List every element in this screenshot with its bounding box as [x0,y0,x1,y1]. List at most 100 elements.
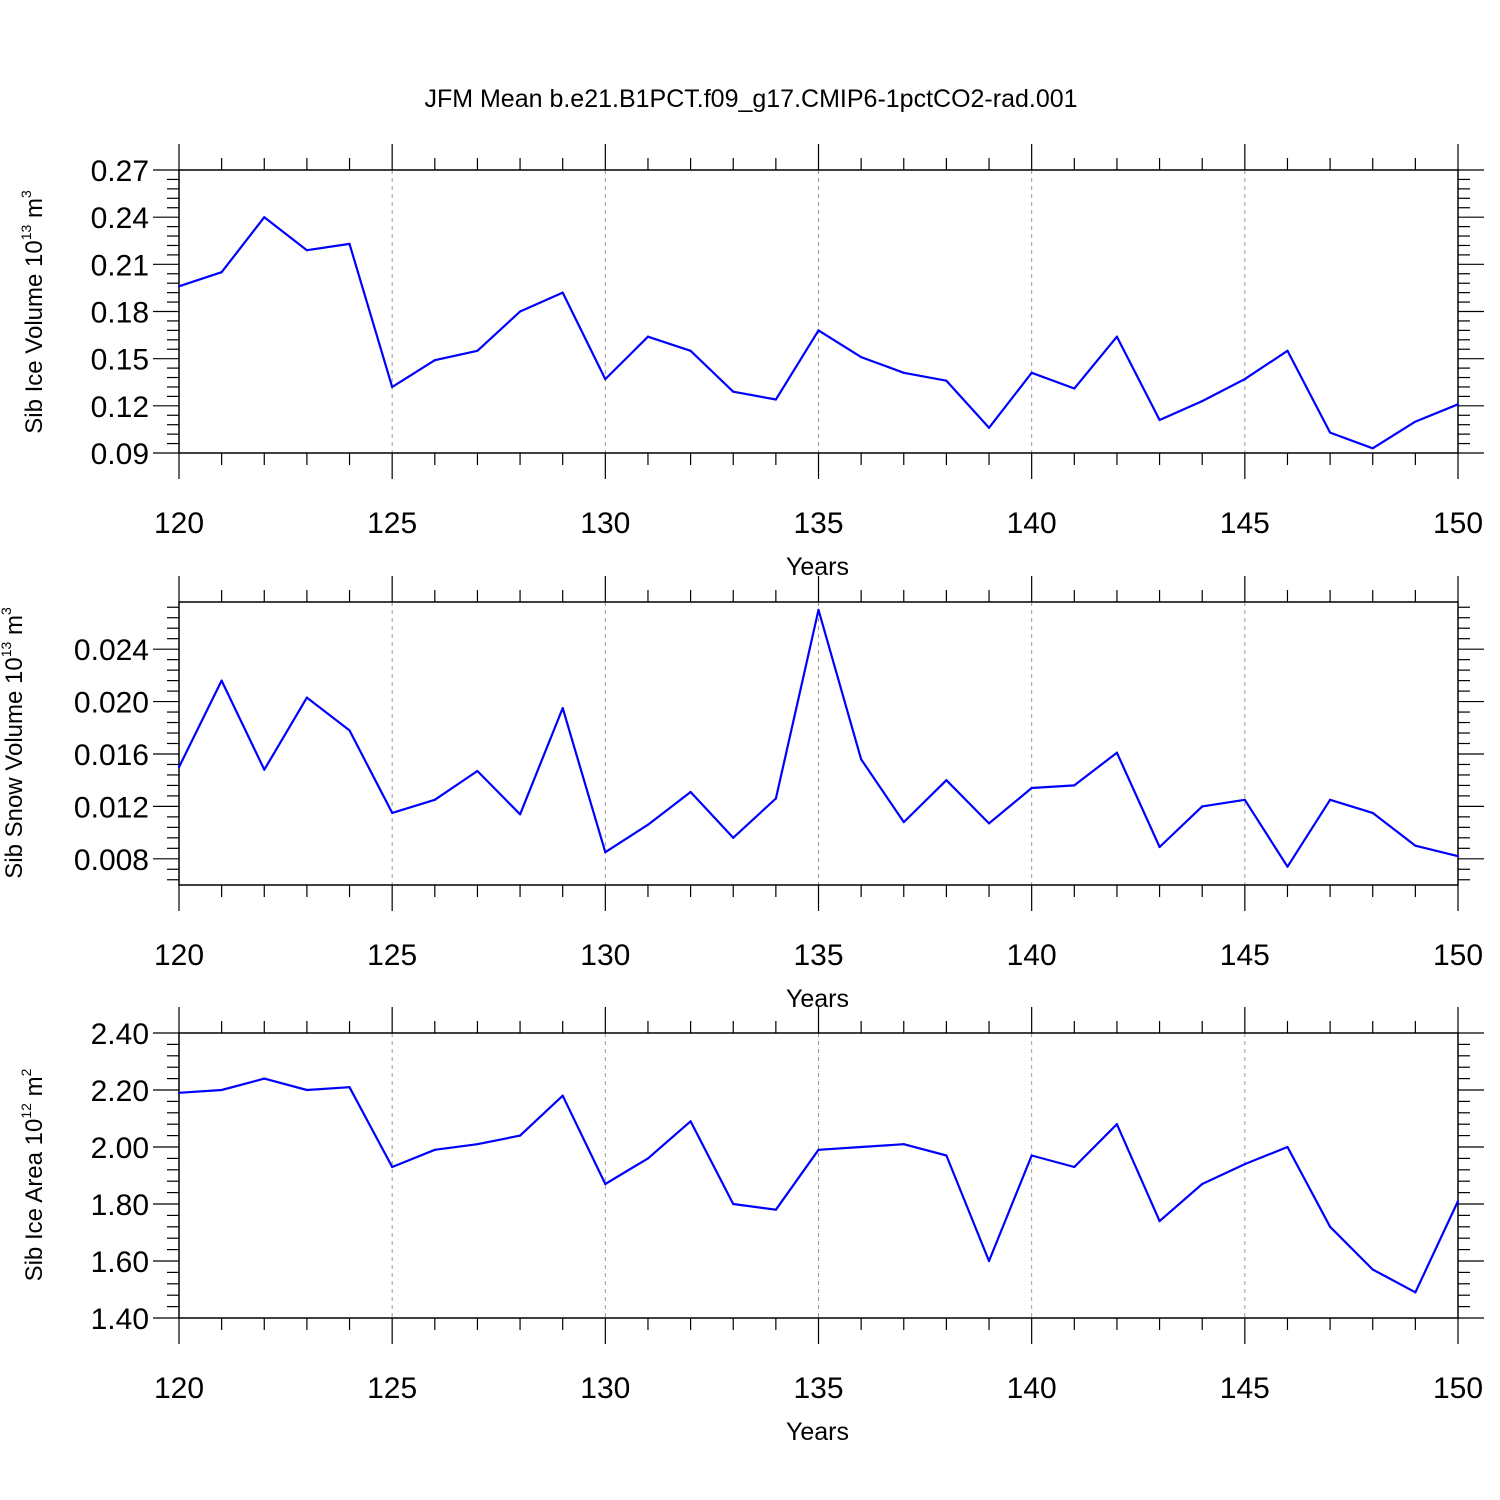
x-tick-label: 130 [580,1372,630,1405]
data-point [476,1143,479,1146]
y-axis-label: Sib Snow Volume 1013 m3 [0,607,28,879]
data-point [1201,805,1204,808]
x-tick-label: 145 [1220,507,1270,540]
data-point [433,798,436,801]
data-point [177,765,181,769]
data-point [1456,403,1460,406]
data-point [987,822,991,825]
x-tick-label: 125 [367,507,417,540]
data-point [305,1088,308,1092]
y-axis-label-unit: m [21,198,48,225]
data-point [1243,798,1246,801]
x-tick-label: 140 [1007,507,1057,540]
data-point [1414,844,1417,847]
data-point [902,1143,905,1146]
data-point [774,797,777,800]
x-axis-label: Years [786,1418,849,1446]
panel-3: 120 125 130 135 140 145 150 Years 1.40 1.60 1.80 2.… [18,1007,1484,1446]
data-point [263,768,266,771]
data-point [263,216,266,219]
data-point [476,349,479,352]
data-point [817,608,820,611]
y-tick-label: 0.15 [91,344,149,377]
y-tick-label: 1.40 [91,1303,149,1336]
data-point [561,1094,564,1097]
x-tick-label: 135 [793,1372,843,1405]
x-tick-label: 135 [793,507,843,540]
x-tick-label: 135 [793,939,843,972]
y-tick-label: 0.12 [91,391,149,424]
data-point [604,378,607,381]
data-point [220,679,223,682]
x-tick-label: 130 [580,939,630,972]
data-point [1115,335,1119,338]
y-tick-label: 0.016 [74,739,149,772]
y-tick-label: 1.80 [91,1189,149,1222]
data-point [305,249,308,252]
data-point [1243,378,1246,381]
data-point [561,707,564,710]
data-point [689,349,692,352]
y-axis-label-exponent: 13 [0,641,14,657]
data-point [860,355,863,359]
data-point [987,426,991,429]
data-point [1414,1291,1417,1294]
y-axis-label-exponent: 12 [18,1103,34,1119]
y-axis-label-unit: m [21,1076,48,1103]
data-point [348,729,351,732]
x-tick-label: 145 [1220,939,1270,972]
y-tick-label: 0.24 [91,202,149,235]
y-axis-label-exponent: 13 [18,225,34,241]
data-point [1243,1163,1246,1166]
data-point [348,1086,351,1089]
y-tick-label: 0.020 [74,687,149,720]
data-point [1456,855,1460,858]
y-axis-label-unit-exponent: 2 [18,1068,34,1076]
data-point [518,813,522,816]
data-point [518,310,522,313]
data-point [1115,1123,1119,1126]
data-point [1073,784,1076,787]
y-axis-label-unit-exponent: 3 [0,607,14,615]
y-tick-label: 2.00 [91,1132,149,1165]
data-point [945,379,948,382]
x-tick-label: 120 [154,1372,204,1405]
data-point [1286,349,1289,352]
data-point [774,1208,777,1211]
x-tick-label: 150 [1433,939,1483,972]
data-point [1158,845,1161,849]
x-tick-label: 130 [580,507,630,540]
data-point [1329,798,1332,801]
data-point [391,1165,394,1169]
data-point [220,1088,223,1092]
y-axis-label: Sib Ice Volume 1013 m3 [18,190,48,434]
data-point [1073,387,1076,390]
data-point [433,359,436,362]
x-axis-label: Years [786,985,849,1013]
y-tick-label: 0.012 [74,791,149,824]
y-axis-label: Sib Ice Area 1012 m2 [18,1068,48,1281]
chart-title: JFM Mean b.e21.B1PCT.f09_g17.CMIP6-1pctC… [424,85,1077,113]
x-tick-label: 125 [367,1372,417,1405]
data-point [220,271,223,274]
data-point [1329,1225,1332,1228]
x-tick-label: 140 [1007,939,1057,972]
data-point [945,1154,948,1157]
data-point [305,696,308,699]
y-tick-label: 2.20 [91,1075,149,1108]
data-point [177,285,181,288]
data-point [1030,1154,1033,1157]
data-point [860,1145,863,1149]
x-axis-label: Years [786,553,849,581]
data-point [1073,1165,1076,1169]
data-point [476,769,479,773]
y-tick-label: 0.008 [74,844,149,877]
y-tick-label: 1.60 [91,1246,149,1279]
data-point [1414,420,1417,423]
data-point [689,1120,692,1123]
x-tick-label: 145 [1220,1372,1270,1405]
x-tick-label: 125 [367,939,417,972]
data-point [1158,418,1161,422]
data-point [732,390,735,393]
